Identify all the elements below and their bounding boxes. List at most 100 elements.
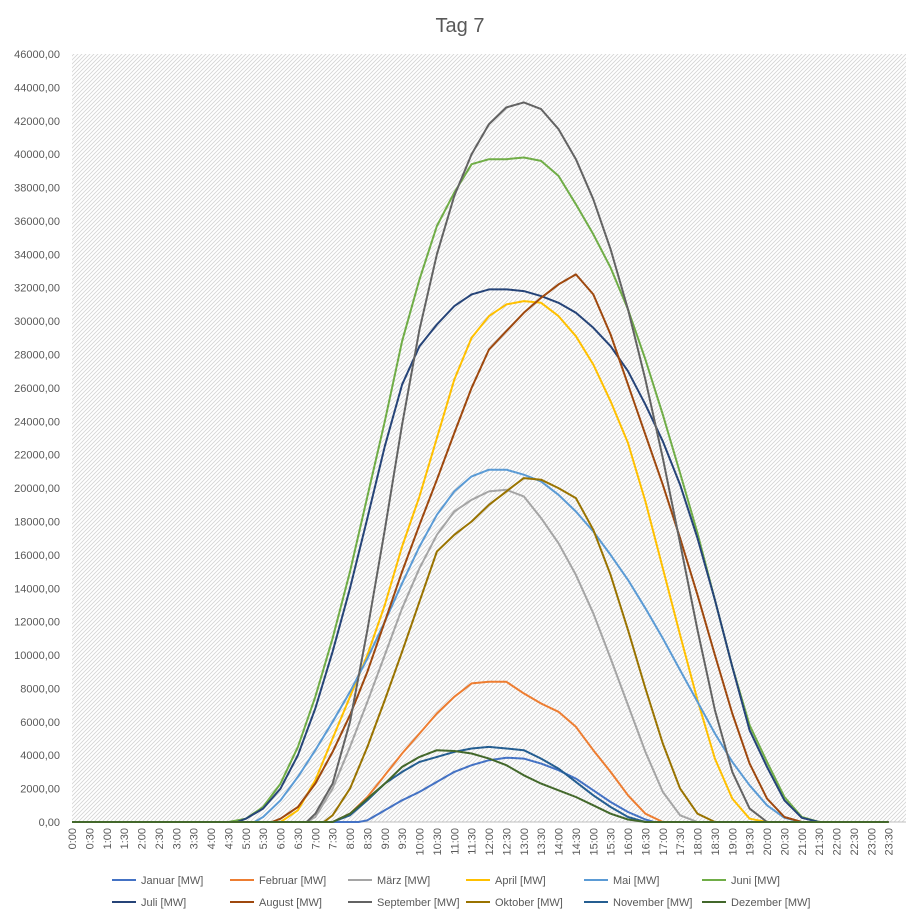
x-tick-label: 10:30 bbox=[432, 828, 444, 856]
x-tick-label: 11:00 bbox=[449, 828, 461, 855]
x-tick-label: 13:30 bbox=[536, 828, 548, 856]
x-axis: 0:00 0:30 1:00 1:30 2:00 2:30 3:00 3:30 4:00 4:30… bbox=[67, 821, 906, 856]
y-tick-label: 16000,00 bbox=[14, 550, 60, 562]
y-tick-label: 40000,00 bbox=[14, 149, 60, 161]
x-tick-label: 9:30 bbox=[397, 828, 409, 849]
series-line bbox=[72, 680, 889, 823]
x-tick-label: 12:00 bbox=[484, 828, 496, 856]
x-tick-label: 6:30 bbox=[293, 828, 305, 849]
series-line bbox=[72, 477, 889, 823]
legend-label: Oktober [MW] bbox=[495, 897, 563, 909]
x-tick-label: 11:30 bbox=[467, 828, 479, 855]
x-tick-label: 3:30 bbox=[189, 828, 201, 849]
plot-area bbox=[72, 54, 906, 822]
x-tick-label: 20:30 bbox=[779, 828, 791, 856]
y-tick-label: 42000,00 bbox=[14, 116, 60, 128]
x-tick-label: 18:00 bbox=[693, 828, 705, 856]
x-tick-label: 21:00 bbox=[797, 828, 809, 856]
y-tick-label: 26000,00 bbox=[14, 383, 60, 395]
x-tick-label: 19:00 bbox=[727, 828, 739, 856]
y-tick-label: 34000,00 bbox=[14, 249, 60, 261]
y-tick-label: 4000,00 bbox=[20, 750, 60, 762]
legend-label: Januar [MW] bbox=[141, 875, 203, 887]
legend-label: April [MW] bbox=[495, 875, 546, 887]
x-tick-label: 16:30 bbox=[640, 828, 652, 856]
y-tick-label: 10000,00 bbox=[14, 650, 60, 662]
x-tick-label: 1:00 bbox=[102, 828, 114, 849]
y-tick-label: 32000,00 bbox=[14, 283, 60, 295]
x-tick-label: 10:00 bbox=[415, 828, 427, 856]
legend-label: März [MW] bbox=[377, 875, 430, 887]
series-line bbox=[72, 749, 889, 823]
legend-label: Mai [MW] bbox=[613, 875, 659, 887]
x-tick-label: 7:30 bbox=[328, 828, 340, 849]
x-tick-label: 14:00 bbox=[554, 828, 566, 856]
x-tick-label: 16:00 bbox=[623, 828, 635, 856]
y-tick-label: 2000,00 bbox=[20, 784, 60, 796]
x-tick-label: 23:00 bbox=[866, 828, 878, 856]
series-line bbox=[72, 101, 889, 823]
x-tick-label: 22:00 bbox=[832, 828, 844, 856]
x-tick-label: 14:30 bbox=[571, 828, 583, 856]
series-line bbox=[72, 273, 889, 823]
series-line bbox=[72, 468, 889, 823]
x-tick-label: 18:30 bbox=[710, 828, 722, 856]
legend-label: August [MW] bbox=[259, 897, 322, 909]
x-tick-label: 3:00 bbox=[171, 828, 183, 849]
x-tick-label: 8:30 bbox=[362, 828, 374, 849]
x-tick-label: 2:00 bbox=[137, 828, 149, 849]
legend-label: Februar [MW] bbox=[259, 875, 326, 887]
x-tick-label: 5:30 bbox=[258, 828, 270, 849]
x-tick-label: 15:00 bbox=[588, 828, 600, 856]
y-tick-label: 6000,00 bbox=[20, 717, 60, 729]
x-tick-label: 9:00 bbox=[380, 828, 392, 849]
x-tick-label: 17:30 bbox=[675, 828, 687, 856]
y-tick-label: 30000,00 bbox=[14, 316, 60, 328]
legend-label: Juni [MW] bbox=[731, 875, 780, 887]
y-axis: 0,00 2000,00 4000,00 6000,00 8000,00 10000,00… bbox=[14, 49, 60, 829]
x-tick-label: 21:30 bbox=[814, 828, 826, 856]
x-tick-label: 15:30 bbox=[606, 828, 618, 856]
x-tick-label: 2:30 bbox=[154, 828, 166, 849]
y-tick-label: 46000,00 bbox=[14, 49, 60, 61]
series-lines bbox=[72, 101, 889, 823]
series-line bbox=[72, 288, 889, 823]
legend-label: November [MW] bbox=[613, 897, 692, 909]
x-tick-label: 5:00 bbox=[241, 828, 253, 849]
legend-label: Juli [MW] bbox=[141, 897, 186, 909]
y-tick-label: 38000,00 bbox=[14, 183, 60, 195]
x-tick-label: 7:00 bbox=[310, 828, 322, 849]
x-tick-label: 19:30 bbox=[745, 828, 757, 856]
legend: Januar [MW] Februar [MW] März [MW] April [M… bbox=[112, 875, 810, 909]
series-line bbox=[72, 488, 889, 823]
x-tick-label: 12:30 bbox=[501, 828, 513, 856]
x-tick-label: 0:00 bbox=[67, 828, 79, 849]
y-tick-label: 36000,00 bbox=[14, 216, 60, 228]
y-tick-label: 24000,00 bbox=[14, 416, 60, 428]
x-tick-label: 17:00 bbox=[658, 828, 670, 856]
y-tick-label: 0,00 bbox=[39, 817, 60, 829]
series-line bbox=[72, 756, 889, 823]
x-tick-label: 13:00 bbox=[519, 828, 531, 856]
x-tick-label: 1:30 bbox=[119, 828, 131, 849]
x-tick-label: 20:00 bbox=[762, 828, 774, 856]
y-tick-label: 28000,00 bbox=[14, 350, 60, 362]
x-tick-label: 22:30 bbox=[849, 828, 861, 856]
y-tick-label: 20000,00 bbox=[14, 483, 60, 495]
x-tick-label: 8:00 bbox=[345, 828, 357, 849]
y-tick-label: 44000,00 bbox=[14, 82, 60, 94]
y-tick-label: 8000,00 bbox=[20, 683, 60, 695]
y-tick-label: 14000,00 bbox=[14, 583, 60, 595]
x-tick-label: 4:30 bbox=[223, 828, 235, 849]
y-tick-label: 12000,00 bbox=[14, 617, 60, 629]
x-tick-label: 0:30 bbox=[84, 828, 96, 849]
legend-label: Dezember [MW] bbox=[731, 897, 810, 909]
chart-title: Tag 7 bbox=[436, 15, 485, 37]
y-tick-label: 18000,00 bbox=[14, 516, 60, 528]
legend-label: September [MW] bbox=[377, 897, 460, 909]
y-tick-label: 22000,00 bbox=[14, 450, 60, 462]
x-tick-label: 23:30 bbox=[884, 828, 896, 856]
x-tick-label: 6:00 bbox=[276, 828, 288, 849]
x-tick-label: 4:00 bbox=[206, 828, 218, 849]
